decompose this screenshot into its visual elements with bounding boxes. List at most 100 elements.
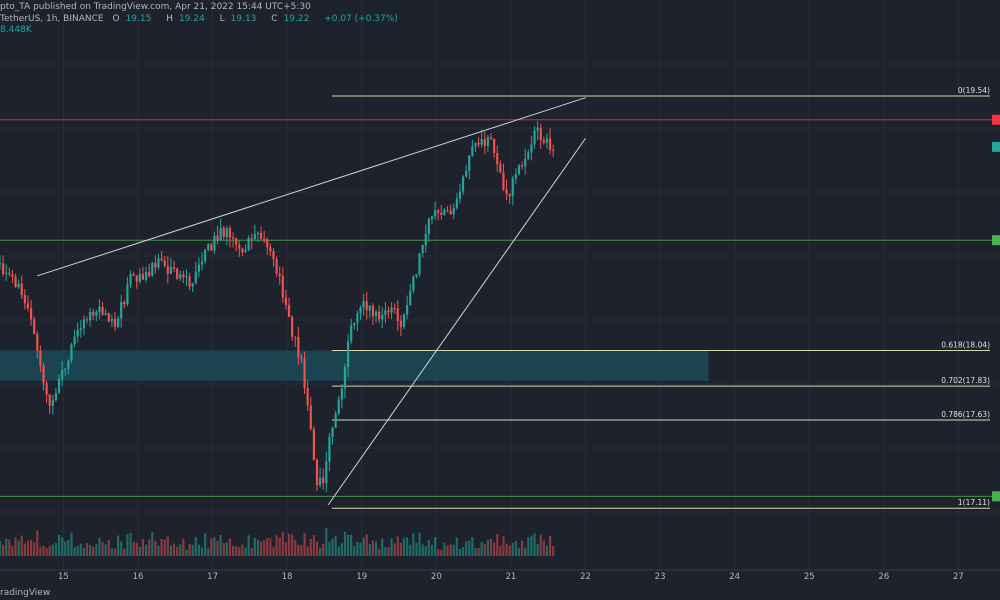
candle-body bbox=[238, 244, 241, 249]
volume-bar bbox=[82, 547, 85, 556]
price-marker bbox=[992, 491, 1000, 502]
candle-body bbox=[275, 259, 278, 274]
candle-body bbox=[424, 233, 427, 246]
candle-body bbox=[552, 149, 555, 151]
volume-bar bbox=[110, 548, 113, 556]
candle-body bbox=[8, 272, 11, 275]
candle-body bbox=[312, 428, 315, 460]
candle-body bbox=[45, 383, 48, 395]
candle-body bbox=[231, 237, 235, 239]
candle-body bbox=[138, 273, 141, 282]
volume-bar bbox=[123, 548, 126, 556]
volume-bar bbox=[461, 546, 465, 556]
volume-bar bbox=[42, 545, 45, 556]
volume-bar bbox=[182, 538, 185, 556]
volume-bar bbox=[166, 536, 169, 556]
price-marker bbox=[992, 235, 1000, 246]
candle-body bbox=[29, 308, 33, 320]
candle-body bbox=[23, 294, 26, 304]
volume-bar bbox=[138, 547, 141, 556]
volume-bar bbox=[36, 530, 39, 556]
candle-body bbox=[259, 232, 263, 239]
volume-bar bbox=[309, 538, 312, 556]
candle-body bbox=[67, 360, 70, 369]
candle-body bbox=[70, 344, 73, 361]
candle-body bbox=[468, 155, 471, 171]
candle-body bbox=[427, 219, 430, 234]
candle-body bbox=[222, 227, 225, 237]
volume-bar bbox=[381, 538, 384, 556]
candle-body bbox=[465, 170, 468, 177]
volume-bar bbox=[486, 540, 490, 556]
volume-bar bbox=[54, 543, 58, 556]
candle-body bbox=[315, 459, 319, 486]
volume-bar bbox=[266, 538, 269, 556]
volume-bar bbox=[378, 548, 381, 556]
volume-bar bbox=[319, 547, 322, 556]
volume-bar bbox=[437, 549, 440, 556]
volume-bar bbox=[281, 531, 284, 556]
volume-bar bbox=[26, 540, 30, 556]
candle-body bbox=[443, 209, 446, 215]
price-change: +0.07 (+0.37%) bbox=[324, 14, 398, 24]
volume-bar bbox=[287, 533, 291, 556]
volume-bar bbox=[315, 541, 319, 556]
candle-body bbox=[350, 325, 353, 342]
x-tick-label: 25 bbox=[804, 572, 815, 582]
candle-body bbox=[545, 138, 549, 143]
candle-body bbox=[241, 248, 244, 253]
volume-bar bbox=[322, 543, 325, 556]
candle-body bbox=[17, 283, 20, 288]
volume-bar bbox=[458, 548, 462, 556]
volume-bar bbox=[421, 544, 424, 556]
candle-body bbox=[359, 307, 362, 314]
volume-bar bbox=[328, 541, 331, 556]
volume-bar bbox=[85, 542, 89, 556]
volume-bar bbox=[235, 546, 238, 556]
volume-bar bbox=[64, 541, 67, 556]
candle-body bbox=[120, 301, 123, 319]
volume-bar bbox=[440, 549, 443, 556]
candle-body bbox=[11, 274, 14, 277]
candle-body bbox=[331, 427, 334, 437]
candle-body bbox=[2, 263, 5, 275]
volume-bar bbox=[107, 539, 110, 556]
volume-bar bbox=[8, 539, 11, 556]
candle-body bbox=[328, 436, 331, 462]
volume-bar bbox=[61, 537, 64, 556]
candle-body bbox=[79, 328, 82, 331]
volume-bar bbox=[465, 541, 468, 556]
candle-body bbox=[85, 319, 89, 321]
candle-body bbox=[48, 394, 51, 406]
volume-bar bbox=[29, 539, 33, 556]
volume-bar bbox=[129, 533, 132, 556]
candle-body bbox=[536, 127, 539, 131]
volume-bar bbox=[384, 547, 387, 556]
volume-bar bbox=[291, 534, 294, 556]
candle-body bbox=[409, 290, 412, 305]
fib-label: 0(19.54) bbox=[958, 86, 990, 95]
volume-bar bbox=[346, 534, 350, 556]
volume-bar bbox=[76, 545, 79, 556]
volume-bar bbox=[505, 543, 508, 556]
candle-body bbox=[123, 301, 126, 305]
volume-bar bbox=[536, 544, 539, 556]
candle-body bbox=[517, 165, 521, 175]
candle-body bbox=[64, 368, 67, 371]
volume-bars bbox=[0, 528, 555, 556]
volume-bar bbox=[33, 542, 36, 556]
candle-body bbox=[306, 388, 309, 406]
volume-bar bbox=[527, 537, 530, 556]
ohlc-close: C 19.22 bbox=[271, 14, 310, 24]
volume-bar bbox=[508, 545, 511, 556]
candle-body bbox=[182, 274, 185, 277]
candle-body bbox=[340, 388, 343, 400]
candle-body bbox=[371, 306, 375, 317]
candle-body bbox=[160, 258, 163, 261]
volume-bar bbox=[468, 540, 471, 556]
candle-body bbox=[36, 334, 39, 351]
candle-body bbox=[14, 276, 17, 288]
candle-body bbox=[256, 232, 260, 235]
